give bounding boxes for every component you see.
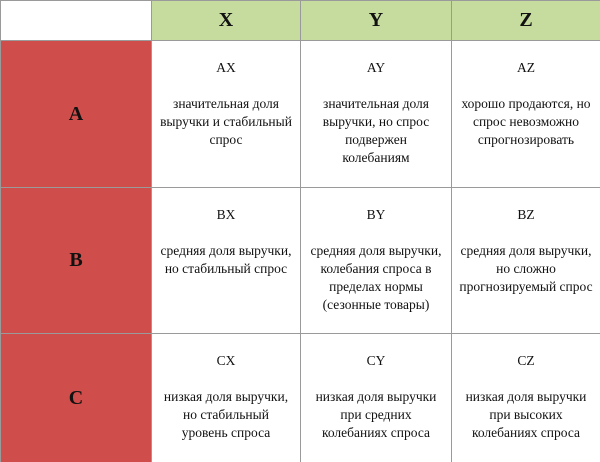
cell-code: CZ: [517, 353, 535, 368]
matrix-cell-cz: CZ низкая доля выручки при высоких колеб…: [452, 334, 600, 462]
corner-cell: [1, 1, 152, 41]
cell-description: хорошо продаются, но спрос невозможно сп…: [461, 96, 591, 147]
cell-description: значительная доля выручки и стабильный с…: [160, 96, 292, 147]
cell-description: средняя доля выручки, колебания спроса в…: [310, 243, 442, 312]
row-header-a: A: [1, 41, 152, 188]
cell-description: низкая доля выручки, но стабильный урове…: [163, 389, 289, 440]
cell-code: CX: [216, 353, 236, 368]
matrix-cell-cy: CY низкая доля выручки при средних колеб…: [301, 334, 452, 462]
column-header-y: Y: [301, 1, 452, 41]
cell-code: CY: [366, 353, 386, 368]
cell-code: AY: [366, 60, 386, 75]
cell-description: средняя доля выручки, но сложно прогнози…: [459, 243, 593, 294]
matrix-cell-by: BY средняя доля выручки, колебания спрос…: [301, 188, 452, 334]
row-header-b: B: [1, 188, 152, 334]
cell-description: низкая доля выручки при средних колебани…: [315, 389, 437, 440]
cell-code: BX: [216, 207, 236, 222]
cell-code: BZ: [517, 207, 535, 222]
matrix-cell-cx: CX низкая доля выручки, но стабильный ур…: [152, 334, 301, 462]
cell-description: средняя доля выручки, но стабильный спро…: [160, 243, 292, 276]
matrix-cell-ay: AY значительная доля выручки, но спрос п…: [301, 41, 452, 188]
cell-description: значительная доля выручки, но спрос подв…: [322, 96, 430, 165]
cell-description: низкая доля выручки при высоких колебани…: [465, 389, 587, 440]
matrix-cell-bz: BZ средняя доля выручки, но сложно прогн…: [452, 188, 600, 334]
matrix-cell-bx: BX средняя доля выручки, но стабильный с…: [152, 188, 301, 334]
column-header-z: Z: [452, 1, 600, 41]
row-header-c: C: [1, 334, 152, 462]
column-header-x: X: [152, 1, 301, 41]
cell-code: AZ: [517, 60, 535, 75]
matrix-cell-az: AZ хорошо продаются, но спрос невозможно…: [452, 41, 600, 188]
cell-code: BY: [366, 207, 386, 222]
cell-code: AX: [216, 60, 236, 75]
matrix-cell-ax: AX значительная доля выручки и стабильны…: [152, 41, 301, 188]
